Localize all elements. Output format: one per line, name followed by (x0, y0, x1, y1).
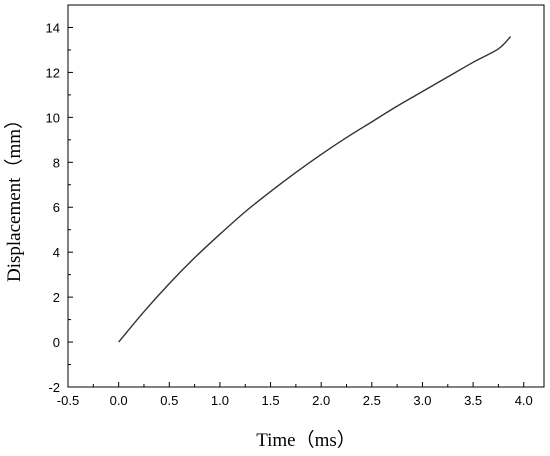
y-tick-label: 6 (53, 200, 60, 215)
y-tick-label: 14 (46, 20, 60, 35)
x-axis-ticks: -0.5 0.0 0.5 1.0 1.5 2.0 2.5 3.0 3.5 4.0 (57, 382, 533, 408)
y-axis-title: Displacement（mm） (3, 110, 25, 282)
y-tick-label: 0 (53, 335, 60, 350)
series-layer (118, 35, 512, 343)
x-tick-label: 3.0 (413, 393, 431, 408)
x-axis-title: Time（ms） (256, 429, 356, 451)
y-tick-label: 10 (46, 110, 60, 125)
x-tick-label: 1.5 (262, 393, 280, 408)
x-tick-label: 2.5 (363, 393, 381, 408)
x-tick-label: -0.5 (57, 393, 79, 408)
x-tick-label: 3.5 (464, 393, 482, 408)
x-tick-label: 0.5 (160, 393, 178, 408)
y-tick-label: 4 (53, 245, 60, 260)
x-tick-label: 1.0 (211, 393, 229, 408)
plot-frame (67, 4, 545, 388)
x-tick-label: 0.0 (110, 393, 128, 408)
y-tick-label: 12 (46, 65, 60, 80)
y-axis-ticks: -2 0 2 4 6 8 10 12 14 (46, 20, 73, 395)
y-tick-label: 2 (53, 290, 60, 305)
y-tick-label: -2 (48, 380, 60, 395)
y-tick-label: 8 (53, 155, 60, 170)
series-line (118, 35, 512, 343)
x-tick-label: 2.0 (312, 393, 330, 408)
x-tick-label: 4.0 (515, 393, 533, 408)
